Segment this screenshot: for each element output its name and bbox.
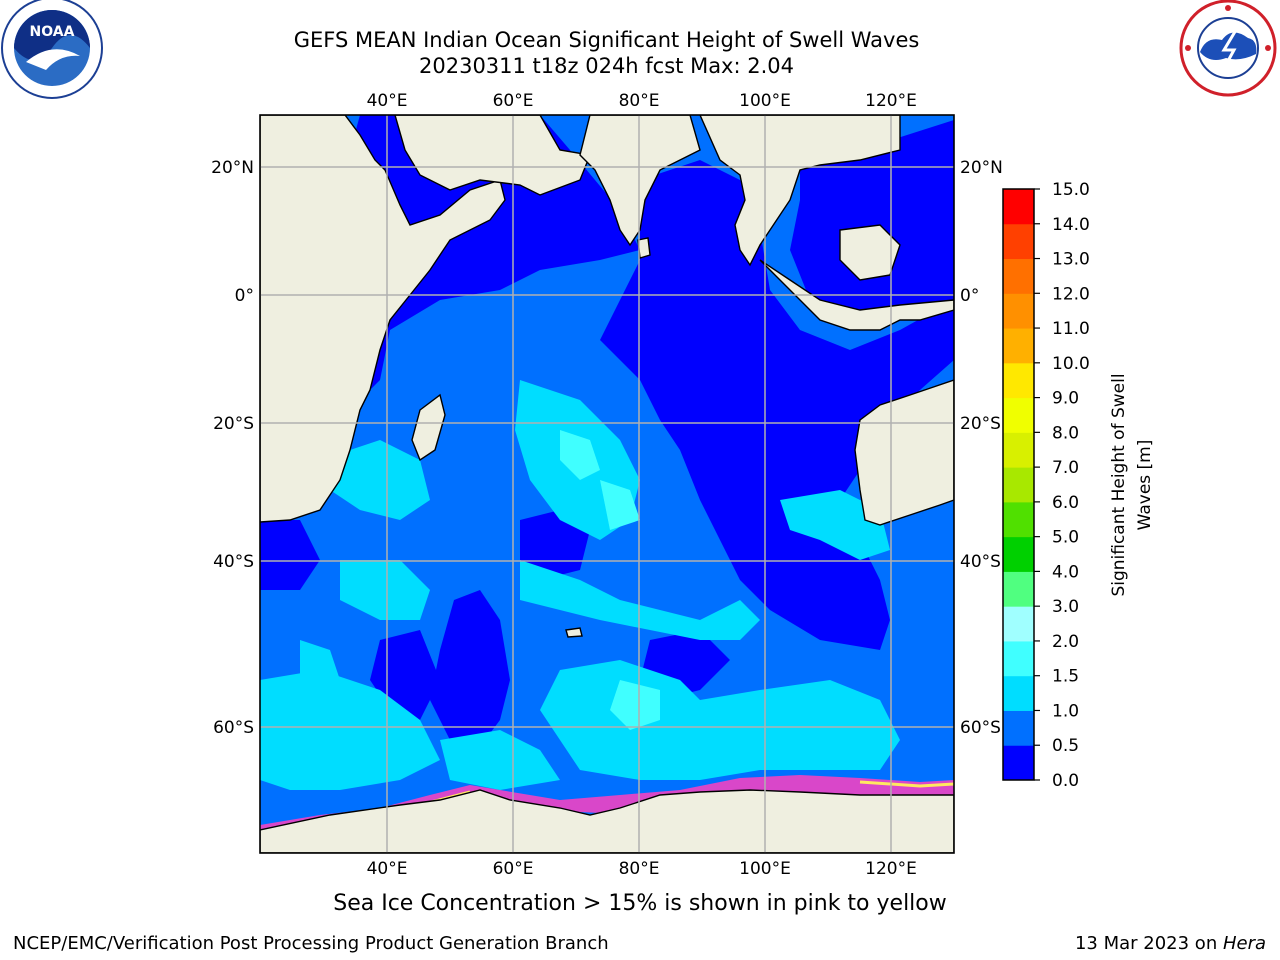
colorbar-tick-label: 11.0 (1052, 319, 1090, 339)
lon-label: 120°E (865, 859, 917, 879)
colorbar-segment (1003, 258, 1034, 294)
lat-label: 60°S (960, 718, 1001, 738)
sea-ice-caption: Sea Ice Concentration > 15% is shown in … (333, 891, 947, 916)
credit-host: Hera (1222, 933, 1266, 954)
lat-label: 20°S (213, 414, 254, 434)
lon-labels-bottom: 40°E 60°E 80°E 100°E 120°E (367, 859, 917, 879)
lon-label: 80°E (619, 91, 660, 111)
lat-label: 20°N (211, 158, 254, 178)
colorbar-tick-label: 1.5 (1052, 667, 1079, 687)
lat-labels-right: 20°N 0° 20°S 40°S 60°S (960, 158, 1003, 738)
lat-label: 40°S (960, 552, 1001, 572)
colorbar-tick-label: 14.0 (1052, 215, 1090, 235)
lat-label: 40°S (213, 552, 254, 572)
colorbar-label-line1: Significant Height of Swell (1109, 373, 1129, 596)
colorbar-tick-label: 0.5 (1052, 736, 1079, 756)
chart-title: GEFS MEAN Indian Ocean Significant Heigh… (293, 28, 920, 52)
lon-label: 60°E (493, 859, 534, 879)
colorbar-segment (1003, 606, 1034, 642)
colorbar-segment (1003, 467, 1034, 503)
swell-1.0-1.5 (260, 380, 900, 790)
colorbar-tick-label: 15.0 (1052, 180, 1090, 200)
colorbar-segment (1003, 189, 1034, 225)
lat-label: 20°N (960, 158, 1003, 178)
colorbar-segment (1003, 397, 1034, 433)
colorbar-segment (1003, 501, 1034, 538)
colorbar-tick-label: 12.0 (1052, 284, 1090, 304)
colorbar-segment (1003, 745, 1034, 781)
lon-label: 40°E (367, 859, 408, 879)
chart-subtitle: 20230311 t18z 024h fcst Max: 2.04 (419, 54, 794, 78)
lat-label: 20°S (960, 414, 1001, 434)
lon-label: 100°E (739, 859, 791, 879)
colorbar-tick-label: 3.0 (1052, 597, 1079, 617)
map-frame (259, 114, 955, 854)
colorbar-tick-label: 7.0 (1052, 458, 1079, 478)
colorbar-frame (1002, 188, 1035, 781)
lon-label: 80°E (619, 859, 660, 879)
lon-labels-top: 40°E 60°E 80°E 100°E 120°E (367, 91, 917, 111)
swell-1.5-2.0 (560, 430, 660, 730)
colorbar-segment (1003, 640, 1034, 677)
colorbar-tick-label: 0.0 (1052, 771, 1079, 791)
colorbar-tick-label: 13.0 (1052, 250, 1090, 270)
graticule (260, 115, 954, 853)
lon-label: 60°E (493, 91, 534, 111)
colorbar-segment (1003, 328, 1034, 364)
colorbar-tick-label: 8.0 (1052, 423, 1079, 443)
colorbar-segment (1003, 710, 1034, 746)
land-africa (260, 115, 954, 853)
lat-label: 60°S (213, 718, 254, 738)
credit-date: 13 Mar 2023 on Hera (1075, 933, 1266, 954)
nws-logo (1179, 0, 1277, 97)
lon-label: 40°E (367, 91, 408, 111)
credit-branch: NCEP/EMC/Verification Post Processing Pr… (13, 933, 609, 954)
colorbar-segment (1003, 536, 1034, 572)
lat-label: 0° (235, 286, 254, 306)
noaa-logo: NOAA (1, 0, 103, 99)
lat-label: 0° (960, 286, 979, 306)
colorbar-tick-label: 9.0 (1052, 389, 1079, 409)
lon-label: 120°E (865, 91, 917, 111)
colorbar (1003, 189, 1034, 781)
lat-labels-left: 20°N 0° 20°S 40°S 60°S (211, 158, 254, 738)
colorbar-ticks: 0.0 0.5 1.0 1.5 2.0 3.0 4.0 5.0 6.0 7.0 8.0 9.0 10.0… (1034, 180, 1090, 791)
colorbar-tick-label: 4.0 (1052, 562, 1079, 582)
colorbar-segment (1003, 432, 1034, 468)
colorbar-tick-label: 6.0 (1052, 493, 1079, 513)
colorbar-segment (1003, 293, 1034, 329)
colorbar-segment (1003, 571, 1034, 607)
colorbar-tick-label: 10.0 (1052, 354, 1090, 374)
colorbar-segment (1003, 362, 1034, 399)
colorbar-segment (1003, 675, 1034, 711)
colorbar-tick-label: 2.0 (1052, 632, 1079, 652)
lon-label: 100°E (739, 91, 791, 111)
credit-date-text: 13 Mar 2023 on (1074, 933, 1223, 954)
noaa-logo-text: NOAA (30, 24, 75, 40)
colorbar-tick-label: 1.0 (1052, 701, 1079, 721)
colorbar-segment (1003, 223, 1034, 260)
colorbar-tick-label: 5.0 (1052, 528, 1079, 548)
colorbar-label-line2: Waves [m] (1135, 440, 1155, 531)
